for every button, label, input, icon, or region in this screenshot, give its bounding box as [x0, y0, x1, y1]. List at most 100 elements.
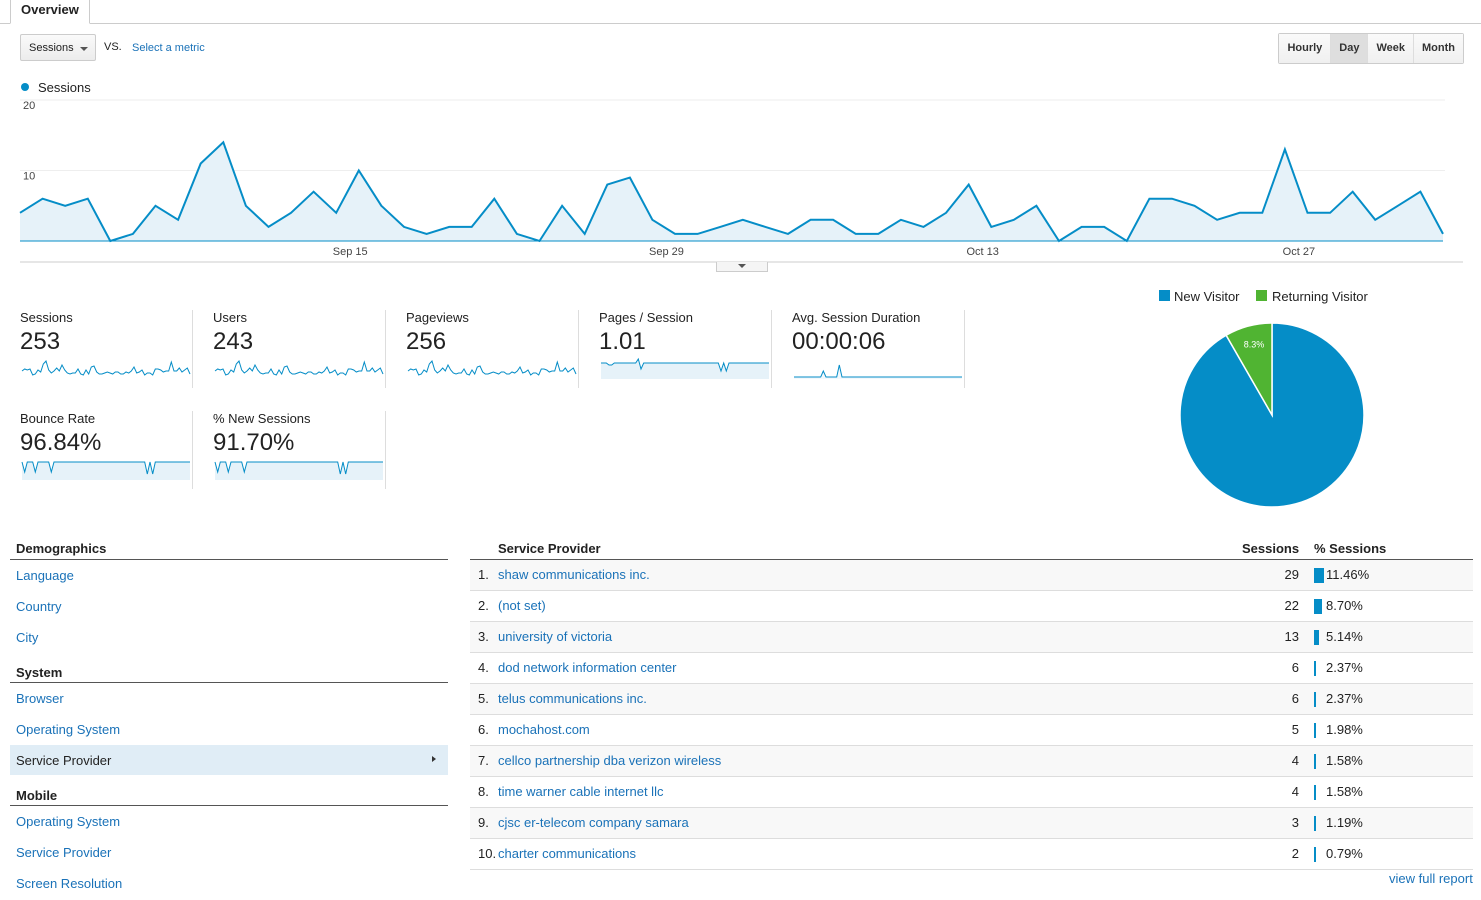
nav-browser[interactable]: Browser [16, 691, 64, 706]
visitor-type-pie-chart: 91.7%8.3% [1179, 322, 1365, 508]
table-row-index: 1. [478, 567, 489, 582]
y-tick-label: 20 [23, 100, 35, 112]
metric-dropdown-label: Sessions [29, 42, 74, 54]
chevron-down-icon [738, 264, 746, 268]
scorecard-sparkline [214, 360, 384, 376]
granularity-month-button[interactable]: Month [1414, 34, 1463, 63]
table-row-pct-bar [1314, 599, 1322, 614]
select-metric-link[interactable]: Select a metric [132, 42, 205, 54]
scorecard-label: Sessions [20, 310, 73, 325]
nav-country[interactable]: Country [16, 599, 62, 614]
table-row-sessions: 6 [1291, 691, 1299, 706]
nav-operating-system[interactable]: Operating System [16, 722, 121, 737]
table-row-provider-link[interactable]: telus communications inc. [498, 691, 647, 706]
table-row-provider-link[interactable]: dod network information center [498, 660, 677, 675]
scorecard-value: 96.84% [20, 429, 102, 456]
table-row: 7. cellco partnership dba verizon wireles… [470, 746, 1473, 777]
scorecard-sparkline [21, 461, 190, 480]
sessions-line-chart: 20 10 Sep 15 Sep 29 Oct 13 Oct 27 [19, 99, 1463, 263]
new-visitor-legend-label: New Visitor [1174, 289, 1240, 304]
metric-dropdown[interactable]: Sessions [20, 34, 96, 61]
table-header-pct-sessions[interactable]: % Sessions [1314, 541, 1387, 556]
scorecard-avg-session-duration[interactable]: Avg. Session Duration 00:00:06 [792, 310, 965, 388]
pie-slice-label: 8.3% [1244, 339, 1265, 349]
table-row-pct-bar [1314, 754, 1316, 769]
scorecard-value: 00:00:06 [792, 328, 886, 355]
table-row-index: 8. [478, 784, 489, 799]
scorecard-label: Bounce Rate [20, 411, 96, 426]
table-row-sessions: 5 [1291, 722, 1299, 737]
scorecard-pageviews[interactable]: Pageviews 256 [406, 310, 579, 388]
scorecard-sparkline [794, 364, 962, 379]
x-tick-label: Oct 27 [1283, 246, 1315, 258]
chevron-right-icon [432, 756, 436, 762]
table-row-pct: 1.58% [1326, 753, 1363, 768]
divider [470, 559, 1473, 560]
x-tick-label: Sep 29 [649, 246, 684, 258]
tab-overview[interactable]: Overview [10, 0, 90, 24]
table-body: 1. shaw communications inc. 29 11.46% 2. (not… [470, 560, 1473, 870]
table-row-provider-link[interactable]: time warner cable internet llc [498, 784, 664, 799]
table-row-provider-link[interactable]: shaw communications inc. [498, 567, 650, 582]
scorecard-sparkline [214, 461, 383, 480]
table-header-service-provider[interactable]: Service Provider [498, 541, 601, 556]
scorecard-value: 243 [213, 328, 254, 355]
table-row-provider-link[interactable]: university of victoria [498, 629, 613, 644]
scorecard-bounce-rate[interactable]: Bounce Rate 96.84% [20, 411, 193, 489]
pie-slice[interactable] [1225, 322, 1273, 418]
granularity-week-button[interactable]: Week [1368, 34, 1415, 63]
table-row-index: 7. [478, 753, 489, 768]
pie-slice[interactable] [1179, 322, 1365, 508]
nav-mobile-operating-system[interactable]: Operating System [16, 814, 121, 829]
table-row-index: 2. [478, 598, 489, 613]
table-row-sessions: 29 [1284, 567, 1299, 582]
table-row-sessions: 4 [1291, 753, 1299, 768]
table-row-provider-link[interactable]: mochahost.com [498, 722, 590, 737]
granularity-hourly-button[interactable]: Hourly [1279, 34, 1332, 63]
nav-mobile-service-provider[interactable]: Service Provider [16, 845, 112, 860]
table-row-index: 5. [478, 691, 489, 706]
table-row-index: 3. [478, 629, 489, 644]
sessions-line [19, 140, 1444, 243]
scorecard-users[interactable]: Users 243 [213, 310, 386, 388]
table-row-pct: 2.37% [1326, 660, 1363, 675]
table-row-pct-bar [1314, 847, 1316, 862]
nav-city[interactable]: City [16, 630, 39, 645]
y-tick-label: 10 [23, 171, 35, 183]
scorecard-label: Users [213, 310, 247, 325]
table-row: 1. shaw communications inc. 29 11.46% [470, 560, 1473, 591]
nav-screen-resolution[interactable]: Screen Resolution [16, 876, 123, 891]
table-row-pct: 8.70% [1326, 598, 1363, 613]
table-row-provider-link[interactable]: cellco partnership dba verizon wireless [498, 753, 722, 768]
x-tick-label: Sep 15 [333, 246, 368, 258]
sessions-legend-dot [21, 83, 29, 91]
table-row-provider-link[interactable]: charter communications [498, 846, 636, 861]
table-header-sessions[interactable]: Sessions [1242, 541, 1300, 556]
table-row-pct-bar [1314, 816, 1316, 831]
table-row-pct-bar [1314, 723, 1316, 738]
chart-collapse-handle[interactable] [716, 262, 768, 272]
table-row-pct: 11.46% [1326, 567, 1370, 582]
table-row-index: 9. [478, 815, 489, 830]
view-full-report-link[interactable]: view full report [1389, 871, 1473, 886]
table-row-pct-bar [1314, 692, 1317, 707]
granularity-day-button[interactable]: Day [1331, 34, 1369, 63]
sessions-legend-label: Sessions [38, 80, 91, 95]
scorecard-sparkline [21, 360, 191, 376]
scorecard-value: 256 [406, 328, 447, 355]
table-row-index: 10. [478, 846, 497, 861]
nav-language[interactable]: Language [16, 568, 74, 583]
scorecard-pages-per-session[interactable]: Pages / Session 1.01 [599, 310, 772, 388]
table-row-provider-link[interactable]: cjsc er-telecom company samara [498, 815, 689, 830]
table-row-pct-bar [1314, 785, 1316, 800]
scorecard-sessions[interactable]: Sessions 253 [20, 310, 193, 388]
table-row-pct: 0.79% [1326, 846, 1363, 861]
scorecard-value: 91.70% [213, 429, 295, 456]
table-row-provider-link[interactable]: (not set) [498, 598, 546, 613]
nav-service-provider[interactable]: Service Provider [10, 745, 448, 775]
table-row: 9. cjsc er-telecom company samara 3 1.19% [470, 808, 1473, 839]
table-row: 3. university of victoria 13 5.14% [470, 622, 1473, 653]
scorecard-label: Pageviews [406, 310, 469, 325]
scorecard-pct-new-sessions[interactable]: % New Sessions 91.70% [213, 411, 386, 489]
table-row-pct-bar [1314, 568, 1324, 583]
